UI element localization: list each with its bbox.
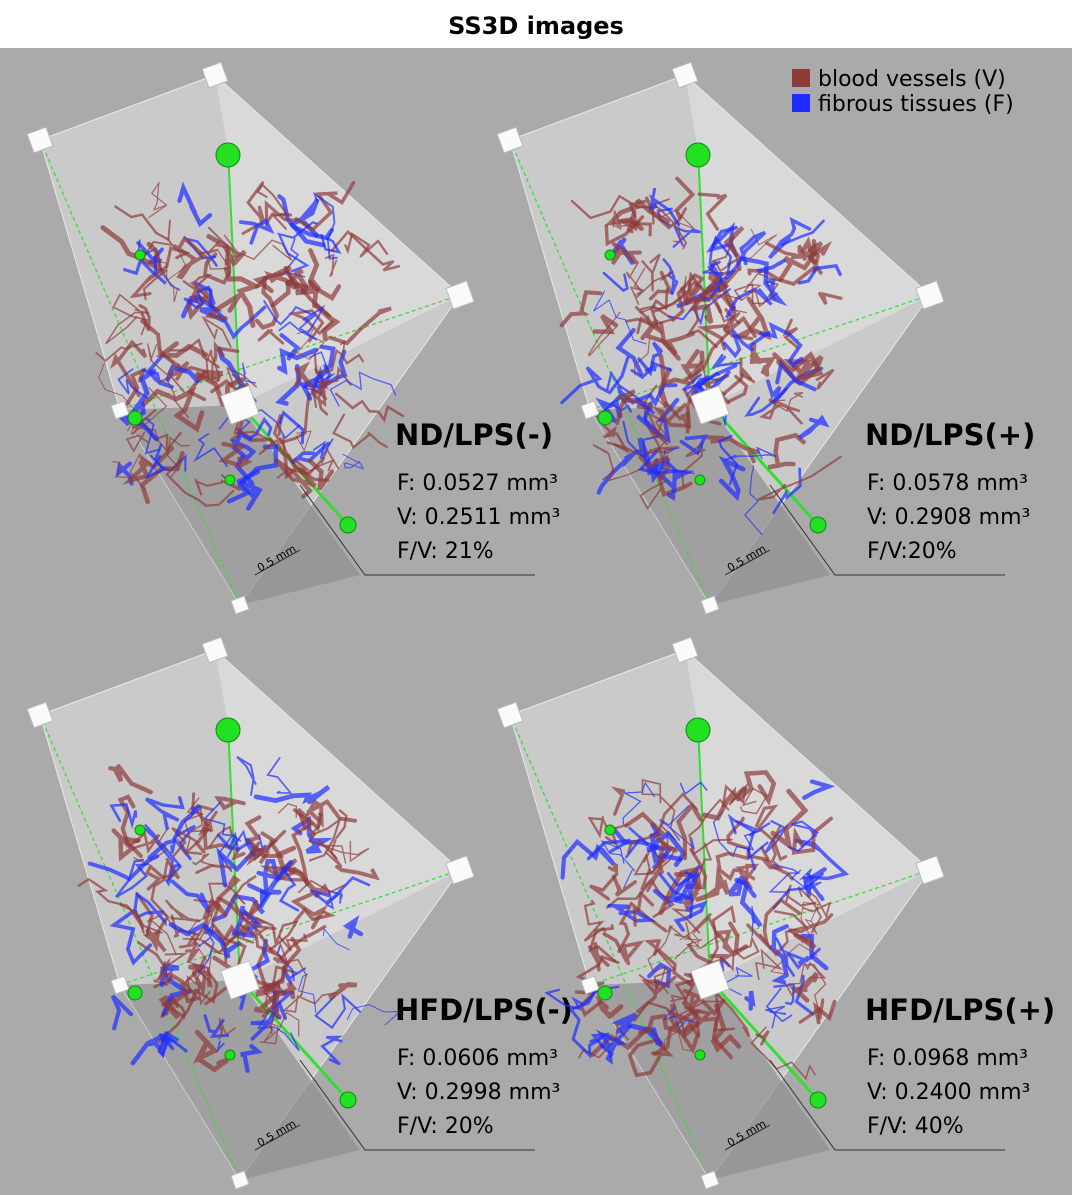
panel-stat: F/V: 21% [397,539,494,564]
vessel-texture [198,372,223,378]
sphere [810,1092,826,1108]
panel-label: HFD/LPS(-) [395,993,573,1027]
panel-stat: F/V:20% [867,539,957,564]
sphere [686,718,710,742]
panel-stat: V: 0.2400 mm³ [867,1080,1030,1105]
sphere [598,986,612,1000]
sphere [605,825,615,835]
sphere [225,1050,235,1060]
panel-label: ND/LPS(+) [865,418,1035,452]
panel-label: HFD/LPS(+) [865,993,1055,1027]
sphere [216,718,240,742]
panel-stat: V: 0.2998 mm³ [397,1080,560,1105]
legend-label: blood vessels (V) [818,67,1006,92]
sphere [810,517,826,533]
panel-stat: V: 0.2511 mm³ [397,505,560,530]
sphere [128,986,142,1000]
panel-label: ND/LPS(-) [395,418,553,452]
sphere [695,475,705,485]
sphere [695,1050,705,1060]
legend-swatch [792,69,810,87]
panel-stat: F/V: 20% [397,1114,494,1139]
sphere [135,250,145,260]
panel-stat: V: 0.2908 mm³ [867,505,1030,530]
legend: blood vessels (V)fibrous tissues (F) [792,67,1014,117]
sphere [605,250,615,260]
figure: SS3D images 0.5 mmND/LPS(-)F: 0.0527 mm³… [0,0,1072,1195]
sphere [686,143,710,167]
sphere [340,517,356,533]
panel-stat: F/V: 40% [867,1114,964,1139]
sphere [225,475,235,485]
legend-swatch [792,94,810,112]
panel-stat: F: 0.0968 mm³ [867,1046,1028,1071]
sphere [216,143,240,167]
panel-stat: F: 0.0578 mm³ [867,471,1028,496]
panel-stat: F: 0.0606 mm³ [397,1046,558,1071]
panel-stat: F: 0.0527 mm³ [397,471,558,496]
sphere [135,825,145,835]
figure-title: SS3D images [448,12,624,40]
sphere [128,411,142,425]
legend-label: fibrous tissues (F) [818,92,1014,117]
sphere [340,1092,356,1108]
sphere [598,411,612,425]
